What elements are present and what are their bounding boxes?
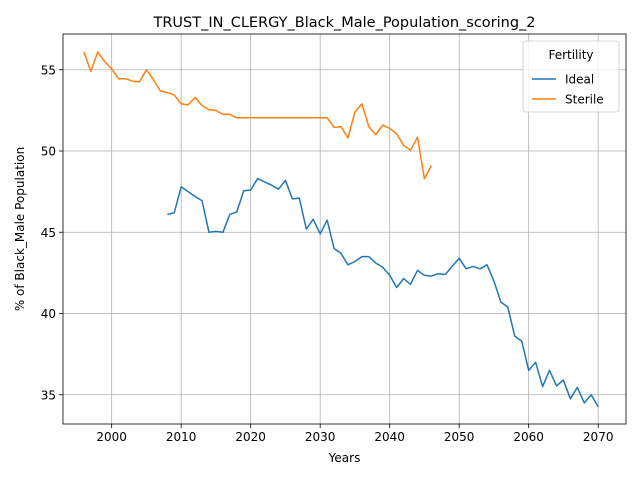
legend: Fertility Ideal Sterile (522, 40, 620, 113)
legend-box (522, 40, 620, 113)
legend-label-ideal: Ideal (565, 73, 594, 87)
x-tick-label: 2050 (444, 430, 475, 444)
x-tick-label: 2000 (96, 430, 127, 444)
y-tick-label: 35 (41, 388, 56, 402)
y-tick-label: 45 (41, 226, 56, 240)
x-tick-label: 2040 (374, 430, 405, 444)
y-axis: 35 40 45 50 55 (41, 63, 63, 402)
y-tick-label: 50 (41, 145, 56, 159)
x-tick-label: 2020 (235, 430, 266, 444)
legend-label-sterile: Sterile (565, 93, 604, 107)
x-tick-label: 2030 (305, 430, 336, 444)
chart-title: TRUST_IN_CLERGY_Black_Male_Population_sc… (152, 15, 535, 31)
series-layer (83, 51, 599, 408)
y-tick-label: 40 (41, 307, 56, 321)
series-line-sterile (83, 51, 433, 180)
x-tick-label: 2060 (513, 430, 544, 444)
x-tick-label: 2010 (166, 430, 197, 444)
legend-title: Fertility (548, 48, 593, 62)
x-axis-label: Years (328, 451, 361, 465)
y-axis-label: % of Black_Male Population (13, 147, 27, 311)
plot-frame (62, 33, 627, 425)
x-axis: 2000 2010 2020 2030 2040 2050 2060 2070 (96, 424, 613, 444)
series-line-ideal (167, 177, 599, 408)
x-tick-label: 2070 (583, 430, 614, 444)
y-tick-label: 55 (41, 63, 56, 77)
